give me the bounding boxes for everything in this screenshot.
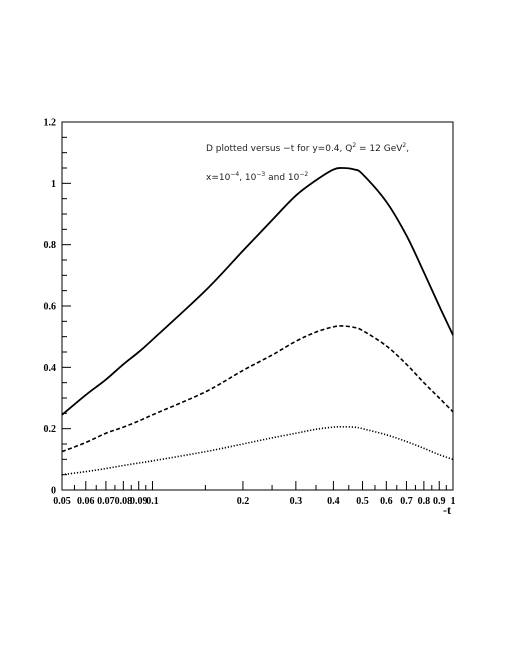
x-tick-label: 0.09: [130, 496, 148, 507]
annotation-line-1-part-1: D plotted versus −t for y=0.4, Q: [206, 144, 352, 154]
y-tick-label: 0.6: [44, 302, 57, 313]
annotation-line-1-part-3: ,: [406, 144, 409, 154]
y-tick-label: 0: [51, 486, 56, 497]
series-line-dotted: [61, 426, 454, 476]
x-tick-label: 0.6: [380, 496, 393, 507]
annotation-line-2: x=10−4, 10−3 and 10−2: [206, 171, 308, 183]
series-group: [61, 167, 454, 476]
x-tick-label: 0.9: [433, 496, 446, 507]
annotation-line-2-sup-2: −3: [256, 171, 265, 178]
annotation-line-1: D plotted versus −t for y=0.4, Q2 = 12 G…: [206, 142, 409, 154]
annotation-line-2-sup-3: −2: [299, 171, 308, 178]
y-tick-label: 1: [51, 179, 56, 190]
x-tick-label: 1: [451, 496, 456, 507]
annotation-line-1-part-2: = 12 GeV: [356, 144, 403, 154]
x-tick-label: 0.7: [400, 496, 413, 507]
x-tick-label: 0.05: [53, 496, 71, 507]
y-tick-label: 0.4: [44, 363, 57, 374]
x-tick-label: 0.5: [356, 496, 369, 507]
x-tick-label: 0.3: [290, 496, 303, 507]
y-axis-ticks: 0 0.2 0.4 0.6 0.8 1 1.2: [44, 118, 71, 497]
x-tick-label: 0.07: [97, 496, 115, 507]
x-tick-label: 0.4: [327, 496, 340, 507]
annotation-line-2-part-1: x=10: [206, 173, 231, 183]
y-tick-label: 0.8: [44, 240, 57, 251]
x-axis-label: -t: [443, 503, 451, 517]
x-tick-label: 0.08: [115, 496, 133, 507]
annotation-line-2-part-3: and 10: [265, 173, 299, 183]
x-axis-ticks: 0.05 0.06 0.07 0.080.090.1 0.2 0.3 0.4 0.5 0.6 0.…: [53, 481, 456, 507]
series-line-dashed: [61, 325, 454, 453]
x-tick-label: 0.06: [77, 496, 95, 507]
annotation-line-2-part-2: , 10: [239, 173, 256, 183]
x-tick-label: 0.2: [237, 496, 250, 507]
y-tick-label: 1.2: [44, 118, 57, 129]
x-tick-label: 0.1: [146, 496, 159, 507]
annotation-line-2-sup-1: −4: [230, 171, 239, 178]
annotation-line-1-sup-2: 2: [402, 142, 406, 149]
annotation-line-1-sup-1: 2: [352, 142, 356, 149]
x-tick-label: 0.8: [418, 496, 431, 507]
series-line-solid: [61, 167, 454, 416]
y-tick-label: 0.2: [44, 424, 57, 435]
